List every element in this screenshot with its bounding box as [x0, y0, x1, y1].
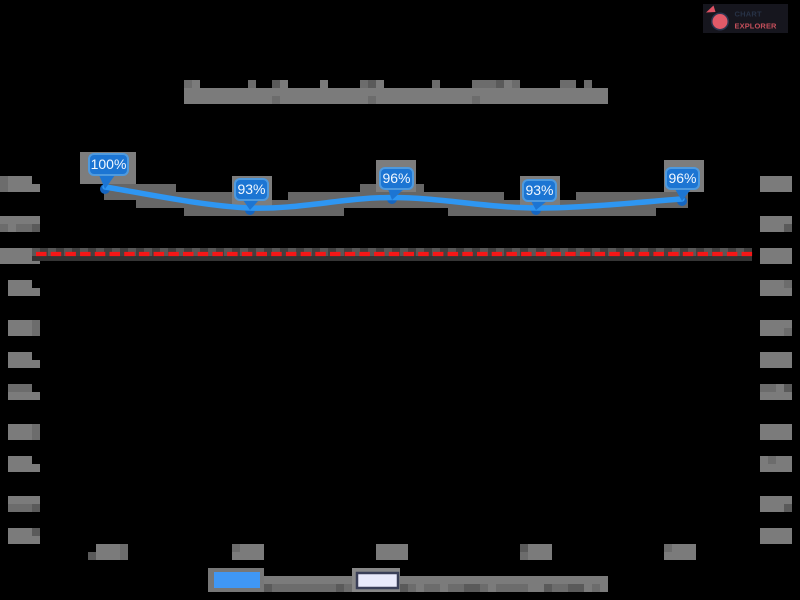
svg-text:CHART: CHART — [735, 10, 762, 19]
svg-text:EXPLORER: EXPLORER — [735, 22, 778, 31]
